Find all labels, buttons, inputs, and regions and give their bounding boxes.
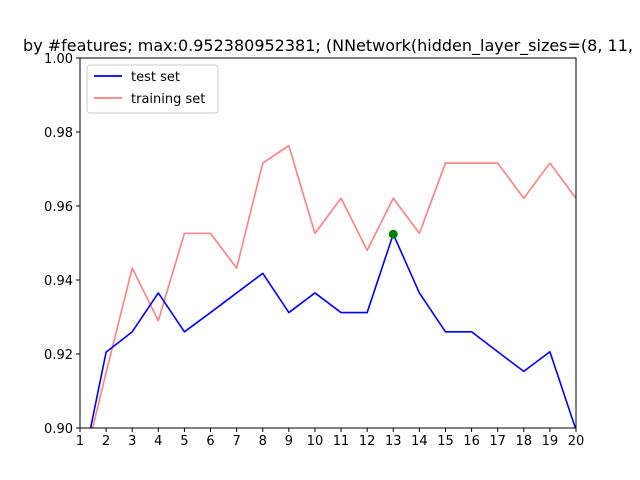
y-tick-label: 0.92 [44, 348, 73, 363]
y-tick-label: 1.00 [44, 52, 73, 67]
x-tick-label: 5 [180, 434, 188, 449]
legend-label-training-set: training set [131, 92, 205, 107]
x-tick-label: 3 [128, 434, 136, 449]
x-tick-label: 11 [333, 434, 350, 449]
y-tick-label: 0.96 [44, 200, 73, 215]
legend-box [86, 64, 219, 114]
x-tick-label: 13 [385, 434, 402, 449]
series-line-test-set [89, 233, 576, 428]
x-tick-label: 17 [489, 434, 506, 449]
x-tick-label: 19 [542, 434, 559, 449]
series-line-training-set [91, 144, 576, 428]
x-tick-label: 4 [154, 434, 162, 449]
x-tick-label: 7 [232, 434, 240, 449]
x-tick-label: 10 [307, 434, 324, 449]
x-tick-label: 1 [76, 434, 84, 449]
series-layer [89, 144, 576, 428]
plot-frame [79, 57, 577, 429]
x-tick-label: 18 [516, 434, 533, 449]
max-point-marker [388, 229, 398, 239]
legend-label-test-set: test set [131, 70, 180, 85]
x-tick-label: 14 [411, 434, 428, 449]
marker-layer [388, 229, 398, 239]
y-axis-ticks: 0.90 0.92 0.94 0.96 0.98 1.00 [44, 52, 80, 437]
y-tick-label: 0.94 [44, 274, 73, 289]
x-tick-label: 15 [437, 434, 454, 449]
legend: test set training set [86, 64, 219, 114]
x-tick-label: 9 [285, 434, 293, 449]
x-tick-label: 6 [206, 434, 214, 449]
x-tick-label: 2 [102, 434, 110, 449]
x-tick-label: 8 [259, 434, 267, 449]
x-axis-ticks: 1 2 3 4 5 6 7 8 9 10 11 12 13 14 15 16 17 18 19 20 [76, 428, 584, 449]
chart-title: by #features; max:0.952380952381; (NNetw… [23, 36, 633, 56]
x-tick-label: 20 [568, 434, 585, 449]
x-tick-label: 16 [463, 434, 480, 449]
y-tick-label: 0.90 [44, 422, 73, 437]
x-tick-label: 12 [359, 434, 376, 449]
y-tick-label: 0.98 [44, 126, 73, 141]
